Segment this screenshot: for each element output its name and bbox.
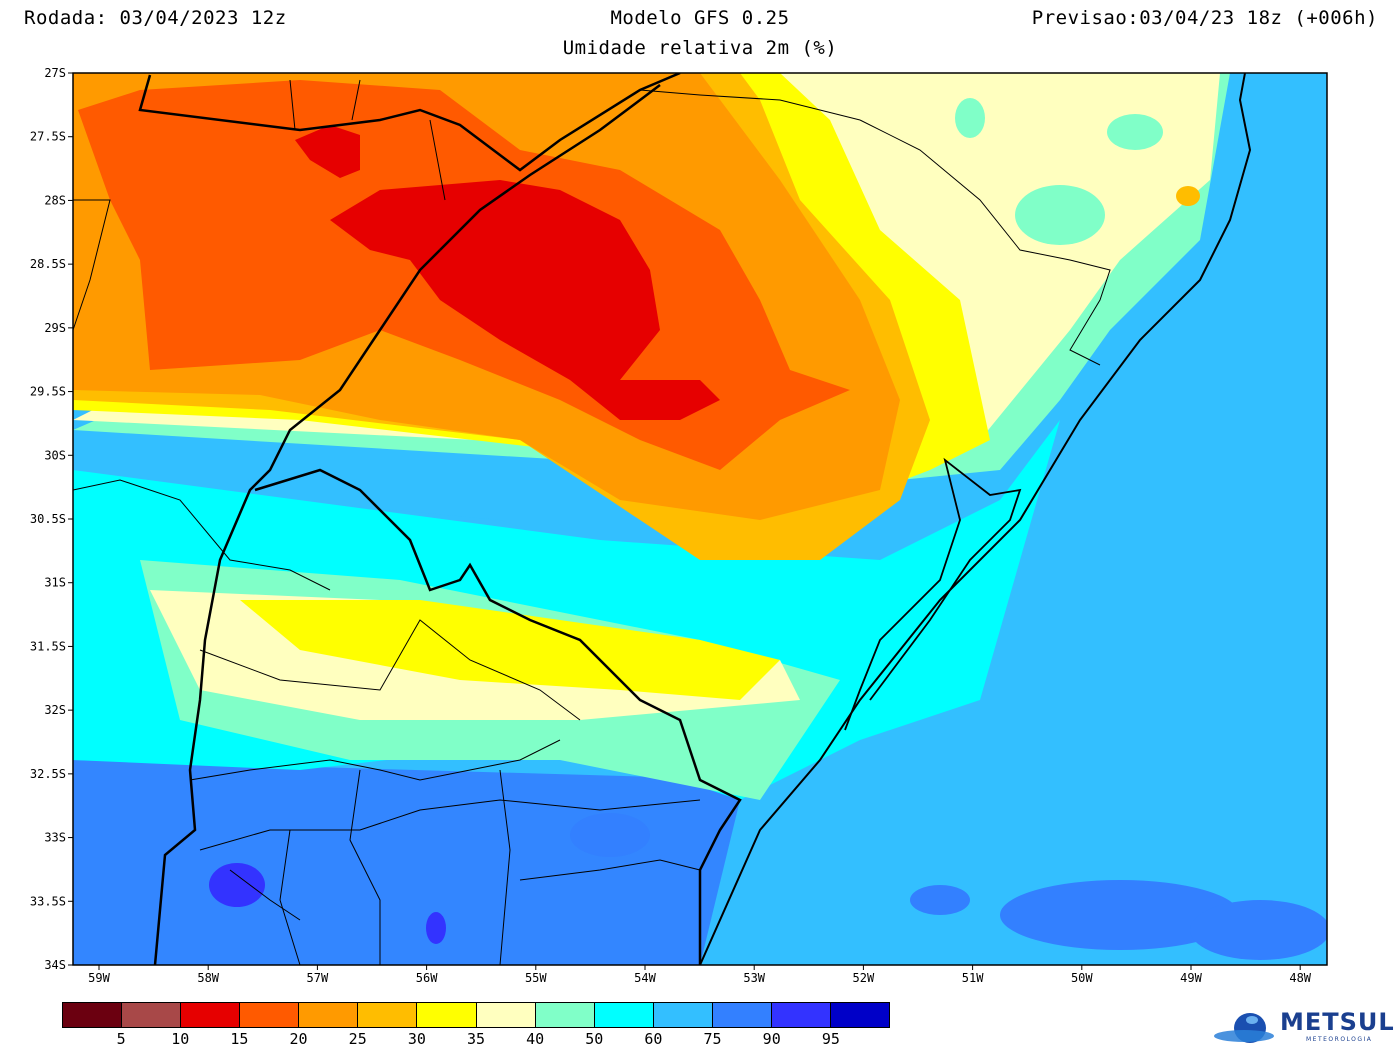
legend-swatch — [122, 1003, 182, 1027]
legend-label: 20 — [289, 1030, 308, 1048]
lat-tick-label: 32.5S — [30, 767, 66, 781]
lon-tick-label: 52W — [853, 971, 875, 985]
lat-tick-label: 27.5S — [30, 130, 66, 144]
legend-label: 5 — [116, 1030, 126, 1048]
lat-tick-label: 28.5S — [30, 257, 66, 271]
lat-tick-label: 27S — [44, 66, 66, 80]
legend-labels: 5 10 15 20 25 30 35 40 50 60 75 90 95 — [62, 1030, 890, 1050]
legend-swatch — [181, 1003, 241, 1027]
legend-swatch — [358, 1003, 418, 1027]
lon-tick-label: 51W — [962, 971, 984, 985]
variable-subtitle: Umidade relativa 2m (%) — [562, 37, 838, 59]
legend-label: 75 — [703, 1030, 722, 1048]
legend-label: 60 — [644, 1030, 663, 1048]
lat-tick-label: 30.5S — [30, 512, 66, 526]
legend-swatch — [712, 1003, 772, 1027]
metsul-logo: METSUL METEOROLOGIA — [1214, 1006, 1394, 1046]
logo-wordmark: METSUL — [1280, 1008, 1395, 1036]
legend-label: 15 — [230, 1030, 249, 1048]
legend-label: 90 — [762, 1030, 781, 1048]
lon-tick-label: 50W — [1071, 971, 1093, 985]
model-title: Modelo GFS 0.25 — [610, 7, 790, 29]
borders — [73, 73, 1252, 965]
longitude-ticks: 59W 58W 57W 56W 55W 54W 53W 52W 51W 50W 49W 48W — [88, 965, 1312, 985]
lon-tick-label: 57W — [307, 971, 329, 985]
legend-swatch — [535, 1003, 595, 1027]
lat-tick-label: 29S — [44, 321, 66, 335]
legend-label: 50 — [585, 1030, 604, 1048]
legend-swatch — [476, 1003, 536, 1027]
legend-swatch — [831, 1003, 890, 1027]
legend-label: 95 — [821, 1030, 840, 1048]
legend-swatch — [63, 1003, 123, 1027]
lon-tick-label: 49W — [1180, 971, 1202, 985]
lat-tick-label: 32S — [44, 703, 66, 717]
lat-tick-label: 28S — [44, 193, 66, 207]
latitude-ticks: 27S 27.5S 28S 28.5S 29S 29.5S 30S 30.5S 31S 31.5S… — [30, 66, 73, 972]
legend-label: 30 — [407, 1030, 426, 1048]
lat-tick-label: 31S — [44, 576, 66, 590]
legend-swatch — [299, 1003, 359, 1027]
lat-tick-label: 33.5S — [30, 894, 66, 908]
legend-label: 25 — [348, 1030, 367, 1048]
lat-tick-label: 34S — [44, 958, 66, 972]
legend-swatch — [417, 1003, 477, 1027]
legend-swatch — [653, 1003, 713, 1027]
logo-subtitle: METEOROLOGIA — [1306, 1036, 1373, 1043]
lon-tick-label: 59W — [88, 971, 110, 985]
globe-icon — [1214, 1013, 1274, 1043]
legend-swatch — [240, 1003, 300, 1027]
lon-tick-label: 58W — [197, 971, 219, 985]
lon-tick-label: 48W — [1289, 971, 1311, 985]
legend-label: 35 — [466, 1030, 486, 1048]
lon-tick-label: 55W — [525, 971, 547, 985]
lat-tick-label: 29.5S — [30, 385, 66, 399]
legend-swatch — [771, 1003, 832, 1027]
lat-tick-label: 33S — [44, 831, 66, 845]
legend-label: 40 — [526, 1030, 545, 1048]
humidity-field — [73, 73, 1327, 965]
lat-tick-label: 30S — [44, 448, 66, 462]
legend-swatch — [594, 1003, 654, 1027]
run-time-label: Rodada: 03/04/2023 12z — [24, 7, 287, 29]
lat-tick-label: 31.5S — [30, 639, 66, 653]
lon-tick-label: 56W — [416, 971, 438, 985]
forecast-time-label: Previsao:03/04/23 18z (+006h) — [1031, 7, 1378, 29]
lon-tick-label: 53W — [743, 971, 765, 985]
humidity-map[interactable]: 27S 27.5S 28S 28.5S 29S 29.5S 30S 30.5S 31S 31.5S… — [0, 0, 1400, 1000]
lon-tick-label: 54W — [634, 971, 656, 985]
legend-label: 10 — [171, 1030, 190, 1048]
color-legend — [62, 1002, 890, 1028]
